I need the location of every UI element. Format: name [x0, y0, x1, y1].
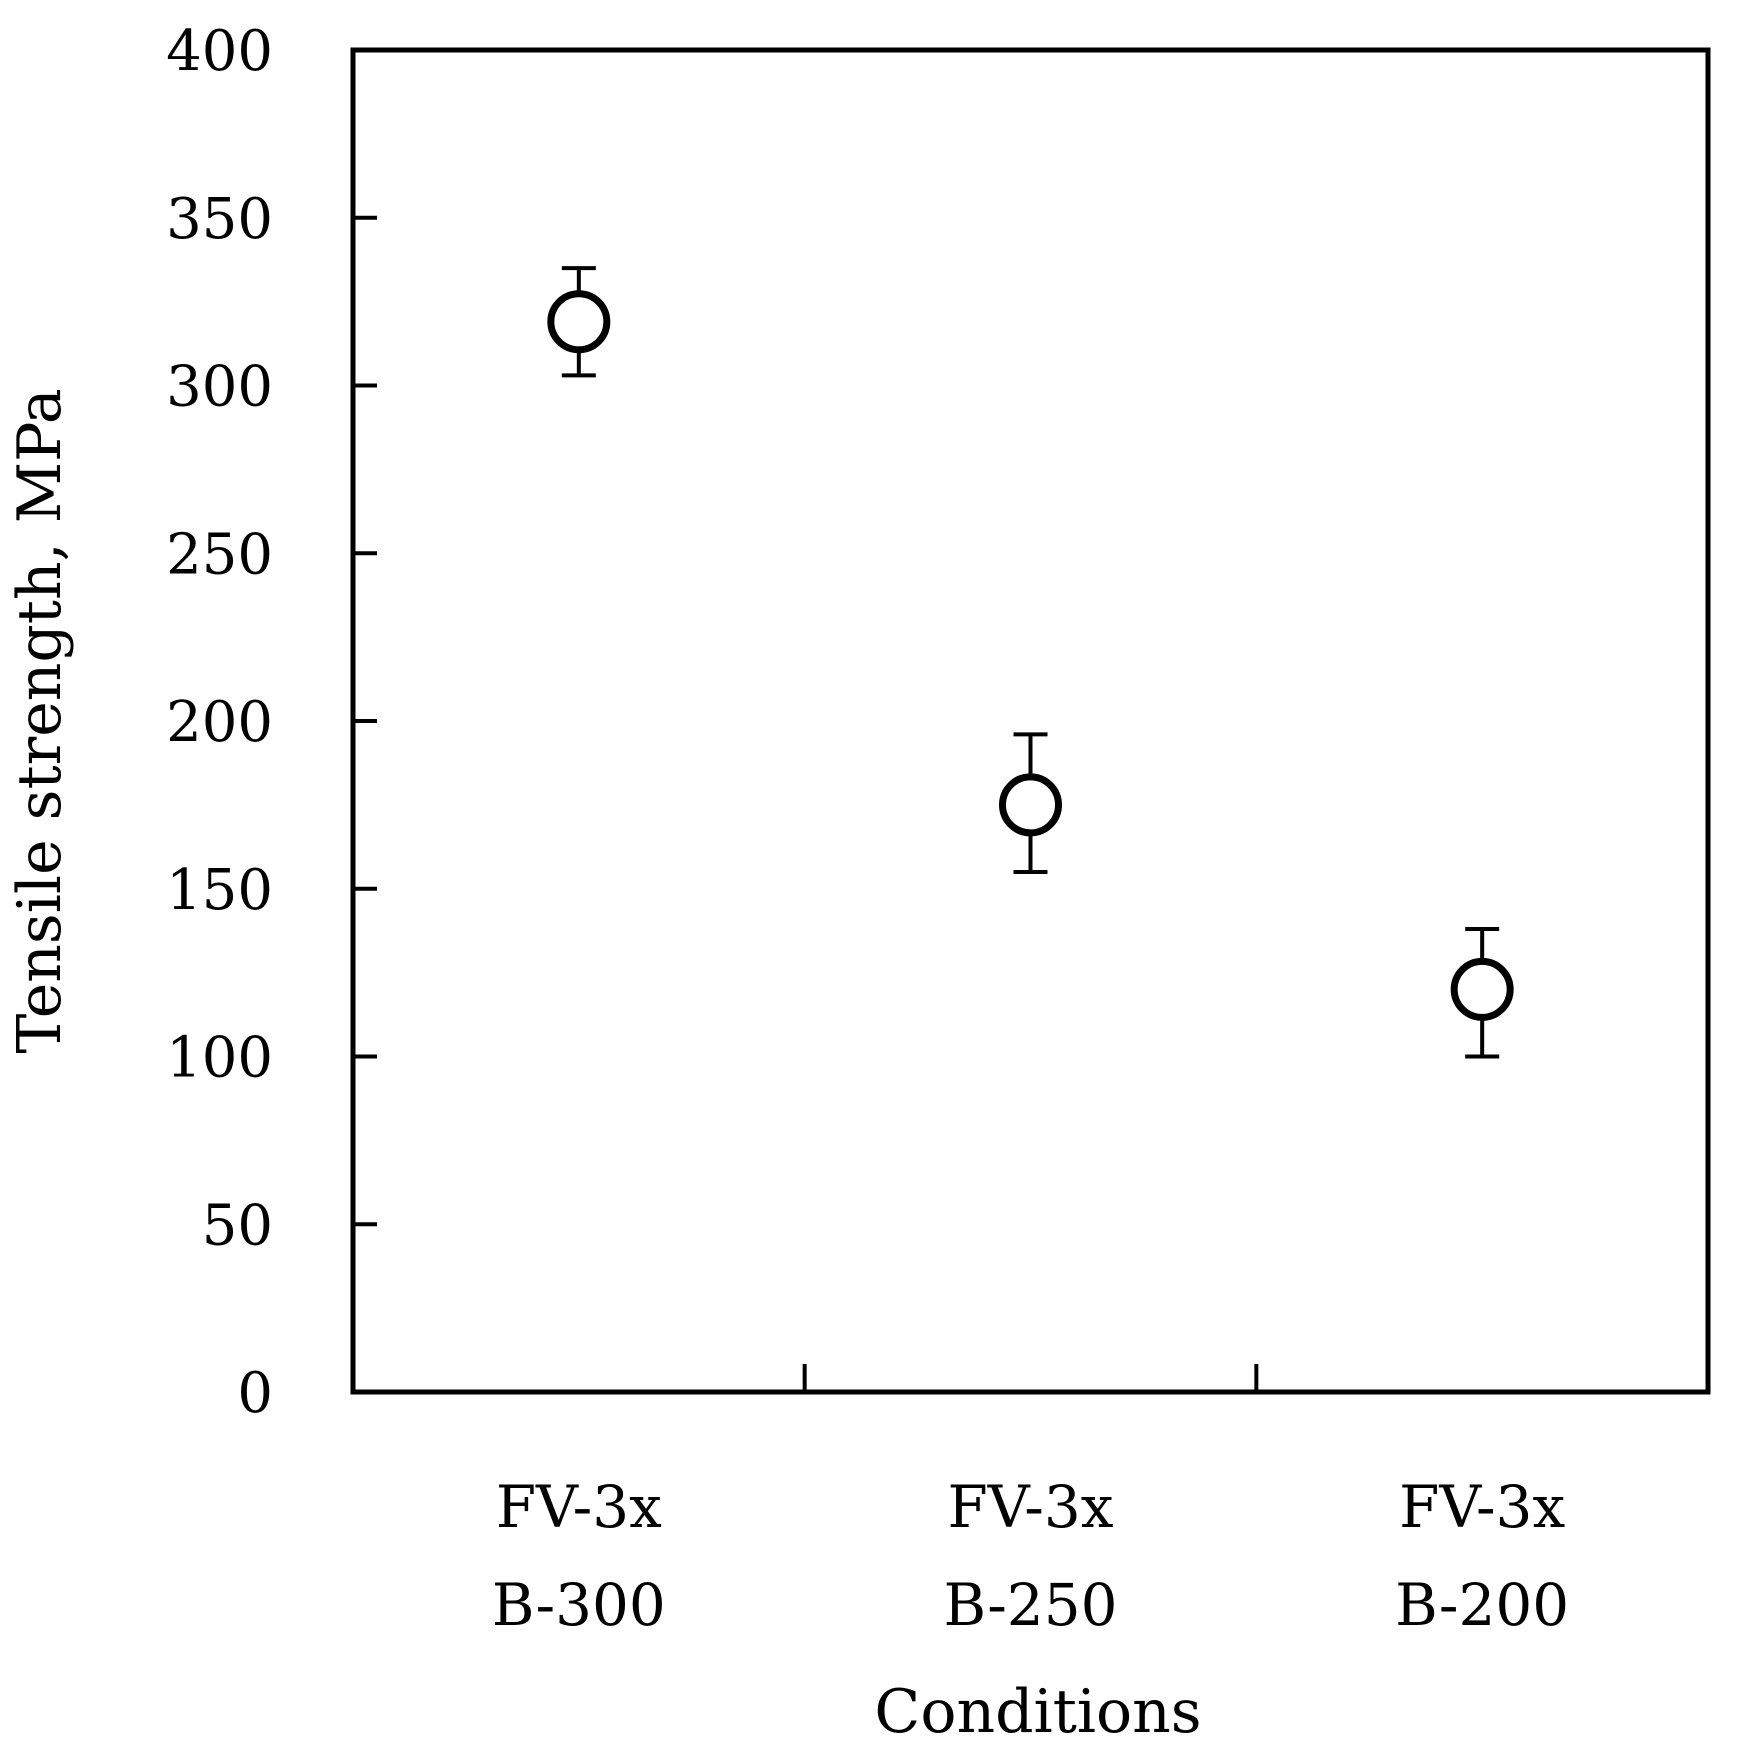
x-category-labels: FV-3x B-300 FV-3x B-250 FV-3x B-200	[492, 1473, 1569, 1639]
y-tick-label: 350	[166, 187, 273, 252]
plot-frame	[350, 47, 1711, 1395]
data-point-marker	[1450, 957, 1514, 1021]
y-tick-label: 150	[166, 858, 273, 923]
x-axis-title: Conditions	[874, 1677, 1201, 1747]
y-tick-label: 200	[166, 690, 273, 755]
data-point-marker	[547, 290, 611, 354]
y-tick-label: 400	[166, 19, 273, 84]
data-point-marker	[999, 773, 1062, 837]
x-category-label-line2: B-250	[944, 1571, 1118, 1639]
x-category-label-line1: FV-3x	[496, 1473, 662, 1541]
data-points	[547, 266, 1514, 1059]
x-category-label-line2: B-300	[492, 1571, 666, 1639]
y-tick-label: 100	[166, 1026, 273, 1091]
y-axis-ticks: 0 50 100 150 200 250 300 350 400	[166, 19, 377, 1426]
y-tick-label: 0	[237, 1361, 273, 1426]
x-category-label-line2: B-200	[1395, 1571, 1569, 1639]
y-tick-label: 50	[202, 1193, 273, 1258]
x-category-label-line1: FV-3x	[1399, 1473, 1565, 1541]
x-axis-ticks	[802, 1364, 1259, 1392]
y-axis-title: Tensile strength, MPa	[5, 388, 75, 1053]
y-tick-label: 250	[166, 522, 273, 587]
x-category-label-line1: FV-3x	[947, 1473, 1113, 1541]
y-tick-label: 300	[166, 355, 273, 420]
